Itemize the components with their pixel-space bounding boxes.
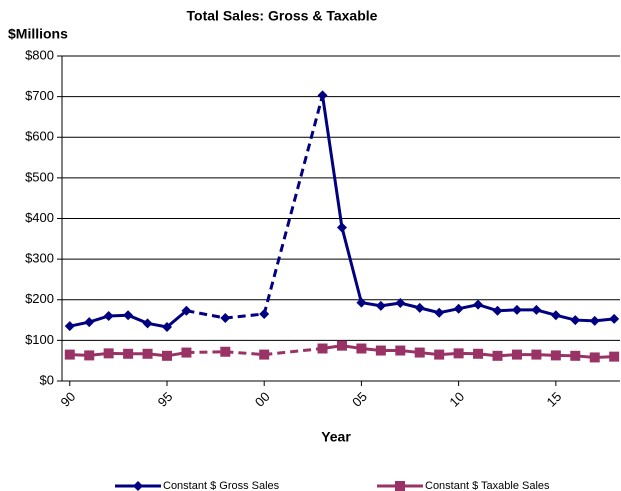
data-point — [259, 308, 270, 319]
data-point — [395, 298, 406, 308]
legend-marker — [133, 481, 143, 491]
data-point — [550, 350, 561, 361]
data-point — [181, 347, 192, 358]
data-point — [473, 348, 484, 359]
data-point — [492, 350, 503, 361]
y-tick-label: $300 — [25, 251, 54, 266]
x-tick-label: 00 — [252, 389, 273, 410]
data-point — [103, 348, 114, 359]
series-line — [321, 95, 615, 323]
data-point — [84, 350, 95, 361]
x-tick-label: 10 — [446, 389, 467, 410]
data-point — [570, 315, 581, 326]
data-point — [511, 304, 522, 315]
y-tick-label: $100 — [25, 332, 54, 347]
y-tick-label: $500 — [25, 169, 54, 184]
series-line — [322, 344, 615, 359]
data-point — [336, 222, 347, 233]
data-point — [181, 305, 192, 316]
x-tick-label: 15 — [544, 389, 565, 410]
data-point — [317, 343, 328, 354]
data-point — [220, 346, 231, 357]
y-tick-label: $800 — [25, 47, 54, 62]
x-tick-label: 05 — [349, 389, 370, 410]
series-line — [186, 95, 324, 320]
data-point — [589, 315, 600, 326]
data-point — [453, 303, 464, 314]
data-point — [609, 313, 620, 324]
data-point — [64, 349, 75, 360]
data-point — [531, 349, 542, 360]
data-point — [123, 348, 134, 359]
legend-marker — [395, 481, 405, 491]
data-point — [434, 349, 445, 360]
data-point — [356, 343, 367, 354]
legend-label: Constant $ Gross Sales — [163, 480, 280, 491]
data-point — [317, 90, 328, 101]
data-point — [550, 310, 561, 321]
data-point — [492, 305, 503, 316]
data-point — [336, 340, 347, 351]
data-point — [123, 310, 134, 321]
data-point — [609, 351, 620, 362]
series-line — [186, 347, 323, 357]
data-point — [375, 345, 386, 356]
data-point — [414, 347, 425, 358]
data-point — [453, 348, 464, 359]
legend-label: Constant $ Taxable Sales — [425, 480, 550, 491]
data-point — [220, 313, 231, 324]
data-point — [161, 321, 172, 332]
data-point — [84, 317, 95, 328]
data-point — [64, 321, 75, 332]
data-point — [356, 297, 367, 308]
data-point — [395, 345, 406, 356]
x-axis-label: Year — [321, 429, 351, 445]
data-point — [473, 299, 484, 310]
data-point — [589, 352, 600, 363]
y-tick-label: $700 — [25, 88, 54, 103]
data-point — [142, 348, 153, 359]
y-tick-label: $400 — [25, 210, 54, 225]
y-tick-label: $0 — [40, 372, 54, 387]
data-point — [375, 300, 386, 311]
data-point — [531, 304, 542, 315]
data-point — [161, 350, 172, 361]
x-tick-label: 90 — [57, 389, 78, 410]
chart-title: Total Sales: Gross & Taxable — [187, 8, 378, 24]
data-point — [414, 302, 425, 313]
y-tick-label: $600 — [25, 129, 54, 144]
data-point — [103, 311, 114, 321]
data-point — [511, 349, 522, 360]
x-tick-label: 95 — [155, 389, 176, 410]
data-point — [259, 349, 270, 360]
data-point — [434, 307, 445, 318]
data-point — [142, 318, 153, 329]
y-tick-label: $200 — [25, 291, 54, 306]
y-axis-label: $Millions — [8, 26, 68, 42]
data-point — [570, 350, 581, 361]
